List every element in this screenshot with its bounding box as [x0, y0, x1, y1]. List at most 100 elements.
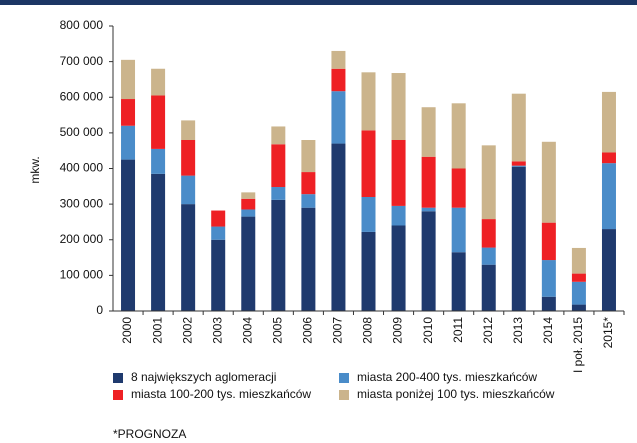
x-tick-label: 2008	[361, 317, 375, 344]
bar-segment	[331, 50, 346, 69]
bar-segment	[271, 187, 286, 200]
x-tick-label: I poł. 2015	[571, 317, 585, 373]
legend-label: 8 największych aglomeracji	[131, 370, 276, 384]
bar-segment	[511, 161, 526, 166]
y-tick-label: 400 000	[60, 161, 104, 175]
bar-segment	[451, 252, 466, 311]
y-tick-label: 800 000	[60, 18, 104, 32]
x-tick-label: 2005	[270, 317, 284, 344]
x-tick-label: 2010	[421, 317, 435, 344]
bar-segment	[211, 226, 226, 240]
bar-segment	[361, 231, 376, 311]
bar-segment	[541, 222, 556, 261]
bar-segment	[121, 99, 136, 126]
bar-segment	[301, 207, 316, 311]
bar-segment	[241, 209, 256, 217]
y-axis-label: mkw.	[28, 156, 42, 183]
bar-segment	[271, 199, 286, 311]
bar-segment	[511, 166, 526, 311]
x-tick-label: 2009	[391, 317, 405, 344]
legend-label: miasta poniżej 100 tys. mieszkańców	[357, 387, 555, 401]
bar-segment	[271, 144, 286, 188]
bar-segment	[451, 207, 466, 253]
x-tick-label: 2015*	[601, 317, 615, 349]
legend-swatch	[113, 373, 123, 383]
bar-segment	[571, 281, 586, 305]
bar-segment	[181, 140, 196, 176]
legend-swatch	[339, 373, 349, 383]
y-tick-label: 500 000	[60, 125, 104, 139]
y-tick-label: 100 000	[60, 268, 104, 282]
bar-segment	[541, 260, 556, 297]
legend-swatch	[339, 390, 349, 400]
bar-segment	[391, 225, 406, 311]
legend-label: miasta 100-200 tys. mieszkańców	[131, 387, 311, 401]
bar-segment	[391, 73, 406, 140]
bar-segment	[271, 126, 286, 145]
bar-segment	[451, 103, 466, 169]
bar-segment	[301, 140, 316, 173]
bar-segment	[571, 247, 586, 274]
bar-segment	[121, 59, 136, 100]
bar-segment	[121, 125, 136, 160]
bar-segment	[481, 219, 496, 248]
x-tick-label: 2012	[481, 317, 495, 344]
bar-segment	[301, 172, 316, 195]
x-tick-label: 2006	[301, 317, 315, 344]
bar-segment	[241, 216, 256, 311]
bar-segment	[421, 211, 436, 311]
legend-swatch	[113, 390, 123, 400]
bar-segment	[571, 304, 586, 311]
x-tick-label: 2013	[511, 317, 525, 344]
bar-segment	[571, 273, 586, 282]
bar-segment	[181, 204, 196, 311]
bar-segment	[391, 205, 406, 226]
x-tick-label: 2007	[331, 317, 345, 344]
bar-segment	[511, 93, 526, 162]
bar-segment	[241, 198, 256, 210]
bar-segment	[541, 141, 556, 223]
bar-segment	[331, 143, 346, 311]
bar-segment	[121, 159, 136, 311]
x-tick-label: 2003	[210, 317, 224, 344]
bar-segment	[481, 264, 496, 311]
bar-segment	[151, 148, 166, 174]
bar-segment	[421, 207, 436, 212]
x-tick-label: 2014	[541, 317, 555, 344]
bar-segment	[481, 247, 496, 265]
bar-segment	[361, 197, 376, 232]
y-tick-label: 0	[96, 303, 103, 317]
top-band	[0, 0, 637, 5]
bar-segment	[451, 168, 466, 208]
bar-segment	[331, 91, 346, 144]
bar-segment	[421, 156, 436, 208]
bar-segment	[601, 91, 616, 153]
bar-segment	[391, 140, 406, 206]
x-tick-label: 2004	[240, 317, 254, 344]
y-tick-label: 300 000	[60, 196, 104, 210]
y-tick-label: 600 000	[60, 89, 104, 103]
bar-segment	[601, 229, 616, 311]
bar-segment	[181, 175, 196, 205]
bar-segment	[151, 95, 166, 149]
bar-segment	[421, 107, 436, 157]
legend-label: miasta 200-400 tys. mieszkańców	[357, 370, 537, 384]
bar-segment	[361, 130, 376, 197]
bar-segment	[241, 192, 256, 199]
bar-segment	[361, 72, 376, 131]
y-tick-label: 700 000	[60, 54, 104, 68]
bar-segment	[511, 165, 526, 167]
bar-segment	[601, 152, 616, 164]
bar-segment	[301, 194, 316, 208]
bar-segment	[151, 68, 166, 96]
bar-segment	[151, 173, 166, 311]
bar-segment	[331, 68, 346, 92]
x-tick-label: 2001	[150, 317, 164, 344]
x-tick-label: 2002	[180, 317, 194, 344]
y-tick-label: 200 000	[60, 232, 104, 246]
bar-segment	[481, 145, 496, 220]
bar-segment	[211, 210, 226, 227]
footnote: *PROGNOZA	[113, 427, 186, 441]
bar-segment	[211, 239, 226, 311]
